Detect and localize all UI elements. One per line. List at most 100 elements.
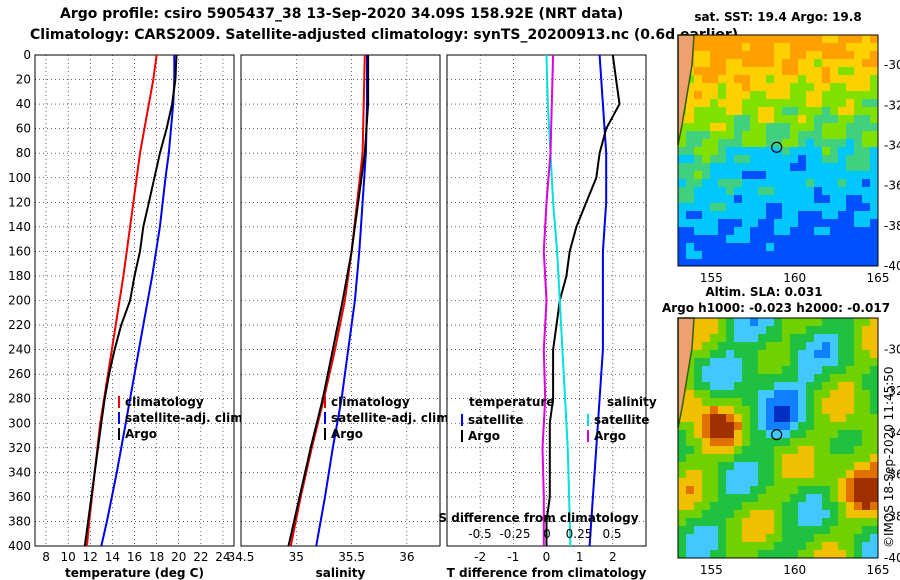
map-cell (862, 350, 870, 358)
map-cell (678, 470, 686, 478)
map-cell (862, 446, 870, 454)
map-cell (862, 243, 870, 251)
map-cell (830, 51, 838, 59)
map-cell (870, 219, 878, 227)
map-cell (734, 195, 742, 203)
map-cell (750, 518, 758, 526)
map-cell (798, 374, 806, 382)
map-cell (710, 374, 718, 382)
map-cell (758, 526, 766, 534)
map-cell (854, 211, 862, 219)
map-cell (718, 259, 726, 266)
map-cell (854, 147, 862, 155)
map-cell (718, 67, 726, 75)
map-cell (750, 243, 758, 251)
map-cell (822, 171, 830, 179)
map-cell (774, 203, 782, 211)
map-cell (710, 131, 718, 139)
map-cell (854, 534, 862, 542)
map-cell (678, 518, 686, 526)
map-cell (686, 235, 694, 243)
legend-label: satellite-adj. clim. (331, 411, 453, 425)
map-cell (766, 406, 774, 414)
map-cell (822, 422, 830, 430)
map-cell (870, 75, 878, 83)
map-cell (750, 179, 758, 187)
map-cell (814, 115, 822, 123)
map-cell (742, 502, 750, 510)
map-cell (854, 195, 862, 203)
map-cell (822, 259, 830, 266)
map-cell (814, 131, 822, 139)
map-cell (726, 486, 734, 494)
map-cell (710, 187, 718, 195)
map-cell (782, 430, 790, 438)
map-cell (686, 534, 694, 542)
map-cell (838, 438, 846, 446)
map-cell (830, 502, 838, 510)
map-cell (710, 123, 718, 131)
argo-float-marker (771, 429, 783, 441)
map-cell (790, 147, 798, 155)
map-cell (870, 526, 878, 534)
map-cell (694, 179, 702, 187)
map-cell (702, 35, 710, 43)
map-cell (758, 227, 766, 235)
map-cell (822, 139, 830, 147)
map-cell (798, 438, 806, 446)
map-cell (782, 374, 790, 382)
map-cell (846, 259, 854, 266)
map-cell (694, 203, 702, 211)
map-cell (734, 187, 742, 195)
map-frame (677, 317, 879, 559)
map-cell (758, 131, 766, 139)
map-cell (734, 454, 742, 462)
map-cell (766, 374, 774, 382)
map-cell (774, 326, 782, 334)
map-cell (766, 179, 774, 187)
map-cell (870, 67, 878, 75)
map-cell (686, 91, 694, 99)
map-cell (774, 550, 782, 558)
map-cell (822, 382, 830, 390)
map-cell (686, 470, 694, 478)
map-cell (798, 542, 806, 550)
map-cell (758, 342, 766, 350)
map-cell (694, 390, 702, 398)
map-cell (686, 99, 694, 107)
map-cell (838, 374, 846, 382)
map-cell (758, 67, 766, 75)
map-cell (846, 366, 854, 374)
legend-title-salinity: salinity (607, 395, 657, 409)
map-cell (678, 526, 686, 534)
map-cell (726, 526, 734, 534)
map-cell (806, 438, 814, 446)
map-cell (710, 91, 718, 99)
map-cell (750, 494, 758, 502)
map-cell (742, 534, 750, 542)
map-cell (870, 243, 878, 251)
map-cell (686, 131, 694, 139)
map-cell (742, 243, 750, 251)
map-cell (830, 75, 838, 83)
map-cell (766, 203, 774, 211)
map-cell (870, 550, 878, 558)
map-cell (726, 446, 734, 454)
map-cell (846, 494, 854, 502)
map-cell (846, 35, 854, 43)
map-cell (726, 259, 734, 266)
map-cell (806, 446, 814, 454)
map-cell (862, 147, 870, 155)
map-cell (742, 334, 750, 342)
map-cell (798, 107, 806, 115)
map-cell (798, 446, 806, 454)
map-cell (830, 227, 838, 235)
map-cell (862, 454, 870, 462)
map-cell (710, 358, 718, 366)
map-cell (678, 179, 686, 187)
map-cell (702, 219, 710, 227)
map-cell (718, 179, 726, 187)
map-cell (822, 179, 830, 187)
map-cell (694, 342, 702, 350)
map-cell (774, 251, 782, 259)
